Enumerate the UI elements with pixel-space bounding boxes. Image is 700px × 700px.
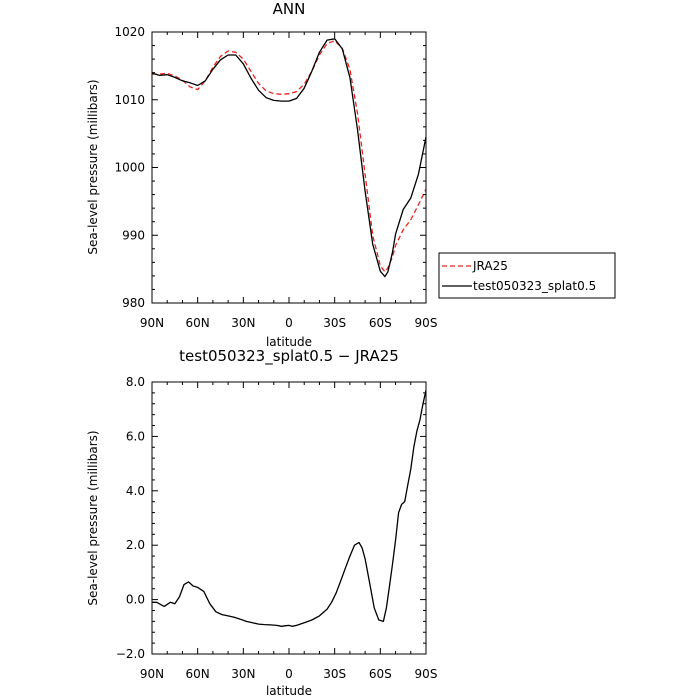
top-ytick-label: 980 [122, 296, 145, 310]
top-xtick-label: 60S [369, 316, 392, 330]
bottom-ytick-label: 0.0 [126, 593, 145, 607]
top-xtick-label: 30N [231, 316, 255, 330]
bottom-ytick-label: 8.0 [126, 375, 145, 389]
bottom-panel-xlabel: latitude [266, 684, 312, 698]
bottom-ytick-label: 2.0 [126, 538, 145, 552]
bottom-xtick-label: 90N [140, 667, 164, 681]
top-ytick-label: 1020 [114, 25, 145, 39]
legend-label-test: test050323_splat0.5 [473, 279, 596, 293]
top-panel-xlabel: latitude [266, 335, 312, 349]
legend-box [438, 252, 616, 299]
top-xtick-label: 90N [140, 316, 164, 330]
top-panel-series [151, 38, 427, 278]
bottom-xtick-label: 30N [231, 667, 255, 681]
top-panel: ANN 90N 60N 30N 0 30S 60S 90S 980 990 1000 1010 102… [86, 0, 616, 349]
bottom-series-line-0 [152, 390, 427, 627]
top-xtick-label: 60N [186, 316, 210, 330]
top-series-line-1 [151, 38, 427, 278]
top-panel-frame [151, 31, 427, 304]
bottom-xtick-label: 30S [323, 667, 346, 681]
top-ytick-label: 1010 [114, 93, 145, 107]
top-panel-ticks: 90N 60N 30N 0 30S 60S 90S 980 990 1000 1010 1020 [114, 25, 437, 330]
bottom-panel-series [152, 390, 427, 627]
top-series-line-0 [152, 40, 427, 273]
bottom-xtick-label: 60N [186, 667, 210, 681]
top-ytick-label: 1000 [114, 161, 145, 175]
bottom-xtick-label: 0 [285, 667, 293, 681]
bottom-panel-ticks: 90N 60N 30N 0 30S 60S 90S −2.0 0.0 2.0 4.0 6.0 8.0 [116, 375, 438, 681]
top-xtick-label: 30S [323, 316, 346, 330]
bottom-xtick-label: 90S [415, 667, 438, 681]
bottom-ytick-label: −2.0 [116, 647, 145, 661]
bottom-ytick-label: 6.0 [126, 429, 145, 443]
bottom-panel-title: test050323_splat0.5 − JRA25 [179, 347, 399, 366]
legend-label-jra25: JRA25 [472, 259, 508, 273]
top-xtick-label: 90S [415, 316, 438, 330]
bottom-ytick-label: 4.0 [126, 484, 145, 498]
legend: JRA25 test050323_splat0.5 [438, 252, 616, 299]
bottom-xtick-label: 60S [369, 667, 392, 681]
top-xtick-label: 0 [285, 316, 293, 330]
bottom-panel: test050323_splat0.5 − JRA25 90N 60N 30N 0 30… [86, 347, 437, 698]
top-ytick-label: 990 [122, 228, 145, 242]
bottom-panel-ylabel: Sea-level pressure (millibars) [86, 430, 100, 605]
bottom-panel-frame [151, 381, 427, 655]
top-panel-title: ANN [273, 0, 306, 18]
top-panel-ylabel: Sea-level pressure (millibars) [86, 79, 100, 254]
